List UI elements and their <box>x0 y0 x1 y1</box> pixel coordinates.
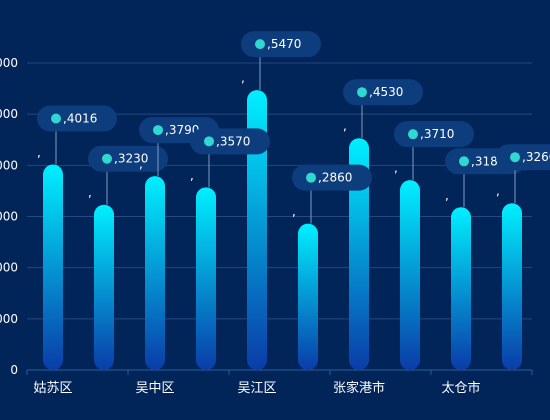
y-tick-label: 6000 <box>0 56 18 70</box>
value-marker <box>306 172 316 183</box>
value-label: ,3710 <box>420 127 454 141</box>
bar <box>502 203 522 370</box>
bar <box>349 138 369 370</box>
bar-comma: , <box>190 168 194 182</box>
y-tick-label: 1000 <box>0 312 18 326</box>
value-bubble <box>343 79 423 106</box>
value-label: ,3570 <box>216 134 250 148</box>
bar-comma: , <box>445 188 449 202</box>
bar-comma: , <box>88 186 92 200</box>
bar-comma: , <box>37 146 41 160</box>
value-label: ,2860 <box>318 171 352 185</box>
bar <box>196 187 216 370</box>
value-labels: ,,4016,,3230,,3790,,3570,,5470,,2860,,45… <box>37 31 550 224</box>
bar <box>145 176 165 370</box>
value-label: ,3230 <box>114 152 148 166</box>
bar <box>298 223 318 370</box>
bar-comma: , <box>241 71 245 85</box>
value-marker <box>459 156 469 167</box>
value-marker <box>510 152 520 163</box>
y-tick-label: 5000 <box>0 107 18 121</box>
x-tick-label: 太仓市 <box>441 380 480 396</box>
value-marker <box>255 39 265 50</box>
bar-comma: , <box>139 157 143 171</box>
bar-comma: , <box>343 119 347 133</box>
value-label: ,5470 <box>267 37 301 51</box>
bar <box>247 90 267 370</box>
value-bubble <box>241 31 321 58</box>
value-bubble <box>292 164 372 191</box>
value-label: ,4530 <box>369 85 403 99</box>
y-tick-label: 2000 <box>0 261 18 275</box>
value-marker <box>153 125 163 136</box>
x-tick-label: 吴中区 <box>135 381 174 396</box>
x-tick-label: 姑苏区 <box>33 380 72 396</box>
x-axis-tick-labels: 姑苏区 吴中区 吴江区 张家港市 太仓市 <box>33 380 480 396</box>
value-bubble <box>496 144 550 171</box>
y-tick-label: 3000 <box>0 210 18 224</box>
bar <box>94 204 114 370</box>
x-tick-label: 吴江区 <box>237 381 276 396</box>
value-marker <box>357 87 367 98</box>
x-axis <box>26 369 533 375</box>
y-axis-tick-labels: 0 1000 2000 3000 4000 5000 6000 <box>0 56 18 377</box>
y-tick-label: 4000 <box>0 158 18 172</box>
bar <box>400 180 420 370</box>
bar-comma: , <box>292 205 296 219</box>
x-tick-label: 张家港市 <box>333 380 385 396</box>
bar-comma: , <box>394 161 398 175</box>
value-label: ,3790 <box>165 123 199 137</box>
value-label: ,4016 <box>63 112 97 126</box>
value-marker <box>102 153 112 164</box>
y-tick-label: 0 <box>10 363 18 377</box>
value-label: ,3260 <box>522 150 550 164</box>
value-marker <box>408 129 418 140</box>
bar <box>451 207 471 370</box>
value-marker <box>51 113 61 124</box>
bar <box>43 164 63 370</box>
value-bubble <box>88 145 168 172</box>
value-bubble <box>190 128 270 155</box>
bar-comma: , <box>496 184 500 198</box>
bars <box>43 90 522 370</box>
value-bubble <box>394 121 474 148</box>
value-marker <box>204 136 214 147</box>
value-bubble <box>37 105 117 132</box>
